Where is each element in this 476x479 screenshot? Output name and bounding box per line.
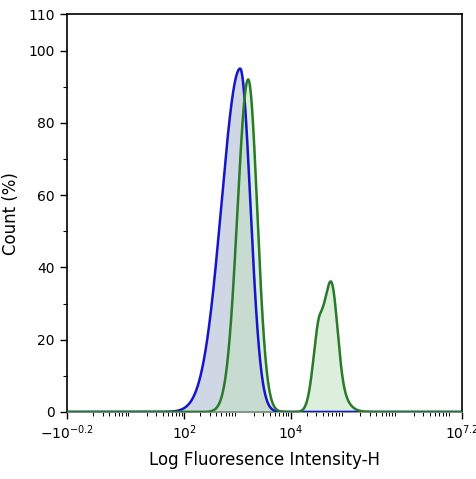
X-axis label: Log Fluoresence Intensity-H: Log Fluoresence Intensity-H — [149, 451, 380, 468]
Y-axis label: Count (%): Count (%) — [2, 171, 20, 255]
